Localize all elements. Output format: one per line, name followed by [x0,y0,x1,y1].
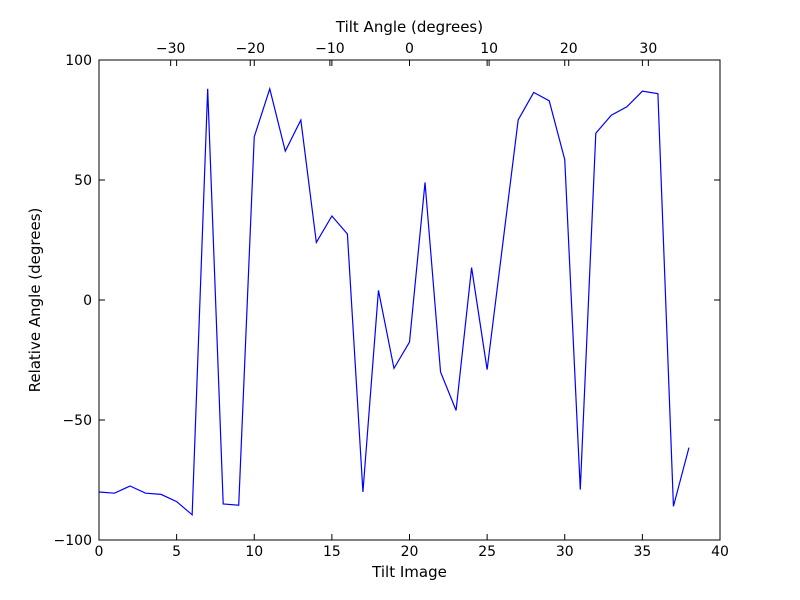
x-tick-label-5: 25 [478,544,496,560]
x-tick-label-0: 0 [95,544,104,560]
x-axis-title: Tilt Image [371,563,447,581]
bottom-x-axis: 0 5 10 15 20 25 30 35 40 [95,60,729,560]
series-line [98,86,690,517]
x-tick-label-4: 20 [401,544,419,560]
top-x-tick-label-1: −20 [235,41,265,57]
left-y-axis: −100 −50 0 50 100 [54,53,720,549]
plot-background [99,60,720,540]
top-x-tick-label-5: 20 [560,41,578,57]
x-tick-label-3: 15 [323,544,341,560]
x-tick-label-2: 10 [245,544,263,560]
x-tick-label-1: 5 [172,544,181,560]
y-tick-label-1: −50 [62,413,92,429]
y-axis-title: Relative Angle (degrees) [26,208,44,393]
x-tick-label-7: 35 [633,544,651,560]
y-tick-label-4: 100 [65,53,92,69]
x-tick-label-6: 30 [556,544,574,560]
y-tick-label-0: −100 [54,533,92,549]
y-tick-label-2: 0 [83,293,92,309]
top-x-tick-label-3: 0 [405,41,414,57]
y-tick-label-3: 50 [74,173,92,189]
top-x-tick-label-4: 10 [480,41,498,57]
plot-frame [98,59,721,541]
top-x-tick-label-2: −10 [315,41,345,57]
x-tick-label-8: 40 [711,544,729,560]
top-x-tick-label-6: 30 [639,41,657,57]
top-x-tick-label-0: −30 [156,41,186,57]
top-x-axis: −30 −20 −10 0 10 20 30 [156,41,657,66]
top-x-axis-title: Tilt Angle (degrees) [335,18,483,36]
